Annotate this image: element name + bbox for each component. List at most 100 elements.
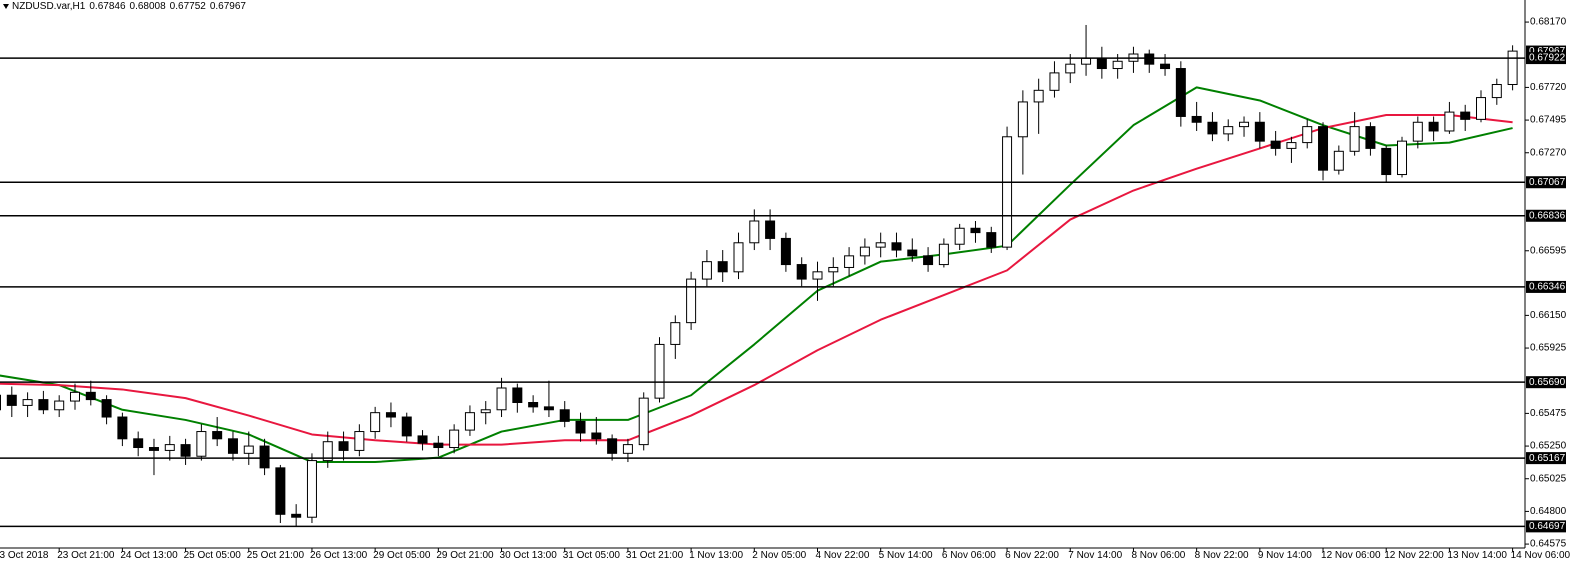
candle-body — [1349, 126, 1360, 152]
candle-body — [1223, 126, 1234, 135]
open-value: 0.67846 — [89, 1, 126, 12]
candle-body — [1286, 142, 1297, 149]
candle-body — [117, 416, 128, 440]
candle-body — [686, 278, 697, 324]
level-label: 0.67922 — [1529, 53, 1566, 64]
candle-body — [212, 431, 223, 440]
candle-body — [1191, 115, 1202, 123]
candle-body — [528, 402, 539, 408]
candle-body — [433, 442, 444, 449]
y-tick-label: 0.67495 — [1530, 115, 1567, 126]
level-label: 0.65690 — [1529, 377, 1566, 388]
candle-body — [954, 227, 965, 245]
candle-body — [1081, 57, 1092, 65]
candle-body — [717, 261, 728, 273]
high-value: 0.68008 — [129, 1, 166, 12]
candle-body — [1491, 84, 1502, 99]
candle-body — [243, 445, 254, 454]
candle-body — [291, 513, 302, 518]
candle-body — [701, 261, 712, 280]
y-tick-label: 0.67270 — [1530, 147, 1567, 158]
candle-body — [607, 438, 618, 454]
candle-body — [54, 400, 65, 411]
candle-body — [38, 399, 49, 411]
candle-body — [512, 387, 523, 404]
x-tick-label: 23 Oct 2018 — [0, 550, 49, 561]
y-tick-label: 0.67720 — [1530, 82, 1567, 93]
x-tick-label: 8 Nov 06:00 — [1131, 550, 1185, 561]
y-tick-label: 0.66150 — [1530, 310, 1567, 321]
level-label-box — [1526, 520, 1566, 533]
x-tick-label: 8 Nov 22:00 — [1195, 550, 1249, 561]
x-tick-label: 30 Oct 13:00 — [500, 550, 558, 561]
candle-body — [180, 444, 191, 457]
x-tick-label: 24 Oct 13:00 — [120, 550, 178, 561]
candle-body — [1333, 150, 1344, 171]
x-tick-label: 12 Nov 22:00 — [1384, 550, 1444, 561]
candle-body — [417, 435, 428, 444]
candle-body — [1160, 63, 1171, 70]
candle-body — [1318, 126, 1329, 171]
candle-body — [938, 243, 949, 266]
candle-body — [1017, 101, 1028, 138]
x-tick-label: 5 Nov 14:00 — [879, 550, 933, 561]
level-label-box — [1526, 280, 1566, 293]
candle-body — [1254, 121, 1265, 142]
level-label: 0.64697 — [1529, 521, 1566, 532]
chart-header: NZDUSD.var,H1 0.67846 0.68008 0.67752 0.6796… — [4, 0, 250, 14]
candle-body — [1444, 111, 1455, 132]
candle-body — [1144, 53, 1155, 65]
candle-body — [891, 242, 902, 251]
candle-body — [1175, 68, 1186, 117]
candle-body — [1476, 97, 1487, 120]
x-tick-label: 6 Nov 06:00 — [942, 550, 996, 561]
x-tick-label: 6 Nov 22:00 — [1005, 550, 1059, 561]
candle-body — [575, 420, 586, 434]
x-tick-label: 29 Oct 05:00 — [373, 550, 431, 561]
candle-body — [1207, 121, 1218, 135]
x-tick-label: 23 Oct 21:00 — [57, 550, 115, 561]
close-value: 0.67967 — [209, 1, 246, 12]
candle-body — [638, 397, 649, 446]
candle-body — [859, 246, 870, 257]
level-label: 0.67067 — [1529, 177, 1566, 188]
symbol: NZDUSD.var,H1 — [12, 1, 86, 12]
candle-body — [385, 412, 396, 418]
level-label-box — [1526, 209, 1566, 222]
x-tick-label: 14 Nov 06:00 — [1511, 550, 1571, 561]
candle-body — [1507, 50, 1518, 86]
candle-body — [875, 242, 886, 248]
level-label: 0.66346 — [1529, 282, 1566, 293]
candle-body — [464, 412, 475, 431]
symbol-menu-arrow[interactable] — [3, 4, 9, 9]
x-tick-label: 12 Nov 06:00 — [1321, 550, 1381, 561]
candle-body — [1270, 140, 1281, 149]
candle-body — [196, 431, 207, 457]
candle-body — [1112, 60, 1123, 70]
candle-body — [1302, 126, 1313, 144]
y-tick-label: 0.64575 — [1530, 539, 1567, 550]
candle-body — [1460, 111, 1471, 120]
candle-body — [923, 255, 934, 266]
candle-body — [0, 394, 1, 411]
candle-body — [622, 444, 633, 454]
candle-body — [828, 266, 839, 273]
candle-body — [1049, 72, 1060, 91]
candle-body — [844, 255, 855, 268]
candle-body — [780, 237, 791, 266]
moving-average-line — [0, 86, 1513, 464]
candle-body — [765, 220, 776, 239]
x-tick-label: 7 Nov 14:00 — [1068, 550, 1122, 561]
candle-body — [654, 343, 665, 399]
candle-body — [449, 429, 460, 449]
x-tick-label: 25 Oct 21:00 — [247, 550, 305, 561]
x-tick-label: 31 Oct 05:00 — [563, 550, 621, 561]
candle-body — [1065, 63, 1076, 74]
level-label: 0.65167 — [1529, 453, 1566, 464]
candle-body — [1002, 136, 1013, 248]
candle-body — [970, 227, 981, 234]
candle-body — [259, 445, 270, 469]
x-tick-label: 1 Nov 13:00 — [689, 550, 743, 561]
x-tick-label: 25 Oct 05:00 — [184, 550, 242, 561]
